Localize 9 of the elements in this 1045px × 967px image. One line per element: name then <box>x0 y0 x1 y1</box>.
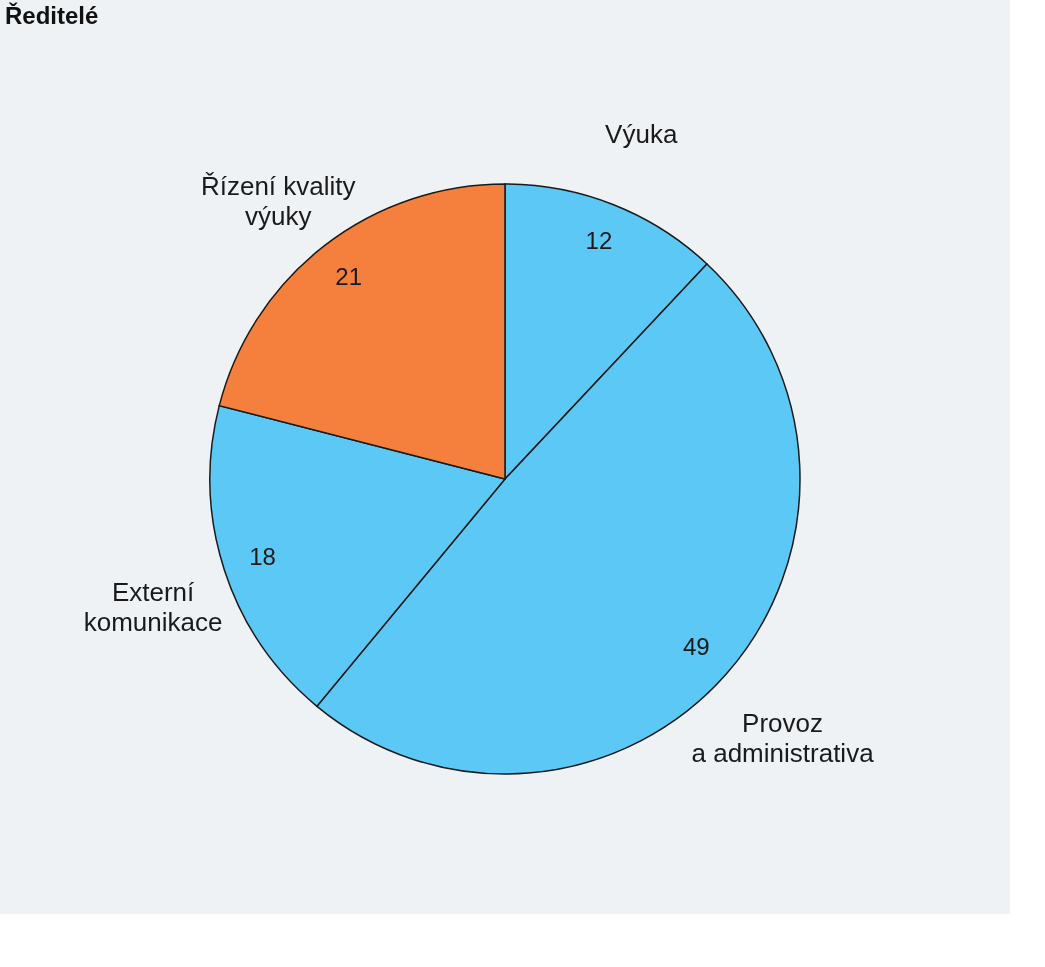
slice-label: Externí komunikace <box>83 577 223 638</box>
slice-label: Provoz a administrativa <box>691 707 875 768</box>
data-label: 18 <box>249 542 276 570</box>
slice-label: Řízení kvality výuky <box>200 170 356 231</box>
chart-title: Ředitelé <box>5 2 99 29</box>
data-label: 21 <box>335 262 363 290</box>
data-label: 12 <box>585 226 613 254</box>
data-label: 49 <box>682 632 710 660</box>
slice-label: Výuka <box>605 118 678 149</box>
